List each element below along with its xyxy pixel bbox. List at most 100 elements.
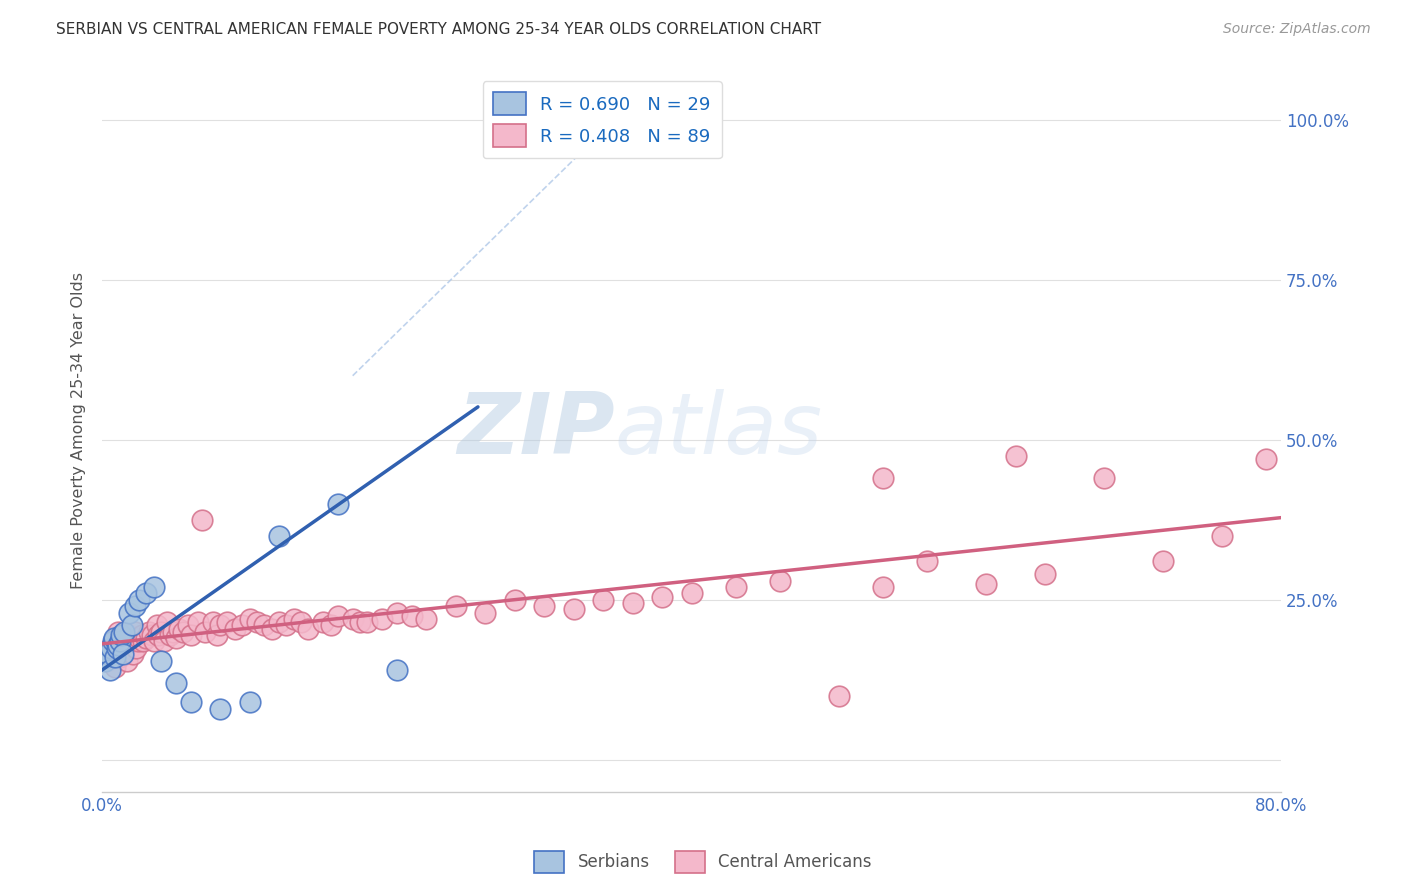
Point bbox=[326, 497, 349, 511]
Point bbox=[1256, 451, 1278, 466]
Point bbox=[872, 580, 894, 594]
Point bbox=[172, 624, 194, 639]
Point bbox=[101, 634, 124, 648]
Point bbox=[124, 599, 146, 613]
Point bbox=[105, 640, 128, 655]
Point bbox=[621, 596, 644, 610]
Point bbox=[194, 624, 217, 639]
Point bbox=[132, 634, 155, 648]
Point bbox=[205, 628, 228, 642]
Point bbox=[121, 618, 143, 632]
Point bbox=[246, 615, 269, 629]
Point bbox=[209, 701, 232, 715]
Point bbox=[114, 634, 136, 648]
Point bbox=[191, 513, 214, 527]
Point bbox=[167, 622, 190, 636]
Point bbox=[124, 624, 146, 639]
Point bbox=[187, 615, 209, 629]
Legend: Serbians, Central Americans: Serbians, Central Americans bbox=[527, 845, 879, 880]
Point bbox=[125, 640, 148, 655]
Text: Source: ZipAtlas.com: Source: ZipAtlas.com bbox=[1223, 22, 1371, 37]
Point bbox=[142, 580, 165, 594]
Point bbox=[141, 628, 163, 642]
Point bbox=[444, 599, 467, 613]
Text: ZIP: ZIP bbox=[457, 389, 614, 472]
Point bbox=[101, 647, 124, 661]
Text: atlas: atlas bbox=[614, 389, 823, 472]
Point bbox=[1033, 567, 1056, 582]
Point bbox=[103, 634, 125, 648]
Point bbox=[253, 618, 276, 632]
Point bbox=[326, 608, 349, 623]
Point bbox=[828, 689, 851, 703]
Point bbox=[217, 615, 239, 629]
Point bbox=[145, 618, 167, 632]
Point bbox=[159, 628, 181, 642]
Point bbox=[118, 606, 141, 620]
Point bbox=[342, 612, 364, 626]
Point bbox=[135, 586, 157, 600]
Point bbox=[110, 628, 132, 642]
Point bbox=[127, 634, 149, 648]
Point bbox=[98, 640, 121, 655]
Point bbox=[209, 618, 232, 632]
Point bbox=[108, 650, 131, 665]
Point bbox=[98, 663, 121, 677]
Point bbox=[112, 644, 135, 658]
Point bbox=[96, 653, 118, 667]
Point bbox=[148, 628, 170, 642]
Point bbox=[156, 615, 179, 629]
Point bbox=[349, 615, 371, 629]
Point bbox=[111, 647, 134, 661]
Point bbox=[122, 647, 145, 661]
Point bbox=[290, 615, 312, 629]
Point bbox=[319, 618, 342, 632]
Point bbox=[519, 138, 541, 153]
Point bbox=[135, 631, 157, 645]
Point bbox=[1152, 554, 1174, 568]
Point bbox=[121, 634, 143, 648]
Point bbox=[474, 606, 496, 620]
Text: SERBIAN VS CENTRAL AMERICAN FEMALE POVERTY AMONG 25-34 YEAR OLDS CORRELATION CHA: SERBIAN VS CENTRAL AMERICAN FEMALE POVER… bbox=[56, 22, 821, 37]
Point bbox=[267, 529, 290, 543]
Point bbox=[165, 676, 187, 690]
Point bbox=[110, 638, 132, 652]
Point bbox=[105, 640, 128, 655]
Point bbox=[94, 653, 117, 667]
Y-axis label: Female Poverty Among 25-34 Year Olds: Female Poverty Among 25-34 Year Olds bbox=[72, 271, 86, 589]
Point bbox=[176, 618, 198, 632]
Point bbox=[128, 631, 150, 645]
Point bbox=[356, 615, 378, 629]
Point bbox=[153, 634, 176, 648]
Point bbox=[224, 622, 246, 636]
Point bbox=[1211, 529, 1233, 543]
Point bbox=[1004, 449, 1026, 463]
Point bbox=[162, 624, 184, 639]
Point bbox=[107, 638, 129, 652]
Point bbox=[533, 599, 555, 613]
Point bbox=[371, 612, 394, 626]
Legend: R = 0.690   N = 29, R = 0.408   N = 89: R = 0.690 N = 29, R = 0.408 N = 89 bbox=[482, 81, 721, 158]
Point bbox=[112, 624, 135, 639]
Point bbox=[562, 602, 585, 616]
Point bbox=[592, 592, 614, 607]
Point bbox=[107, 624, 129, 639]
Point bbox=[401, 608, 423, 623]
Point bbox=[267, 615, 290, 629]
Point bbox=[96, 650, 118, 665]
Point bbox=[260, 622, 283, 636]
Point bbox=[150, 624, 173, 639]
Point bbox=[503, 592, 526, 607]
Point bbox=[118, 628, 141, 642]
Point bbox=[142, 634, 165, 648]
Point bbox=[150, 653, 173, 667]
Point bbox=[385, 606, 408, 620]
Point bbox=[231, 618, 253, 632]
Point bbox=[238, 612, 260, 626]
Point bbox=[415, 612, 437, 626]
Point bbox=[120, 640, 142, 655]
Point bbox=[681, 586, 703, 600]
Point bbox=[100, 640, 122, 655]
Point bbox=[297, 622, 319, 636]
Point bbox=[917, 554, 939, 568]
